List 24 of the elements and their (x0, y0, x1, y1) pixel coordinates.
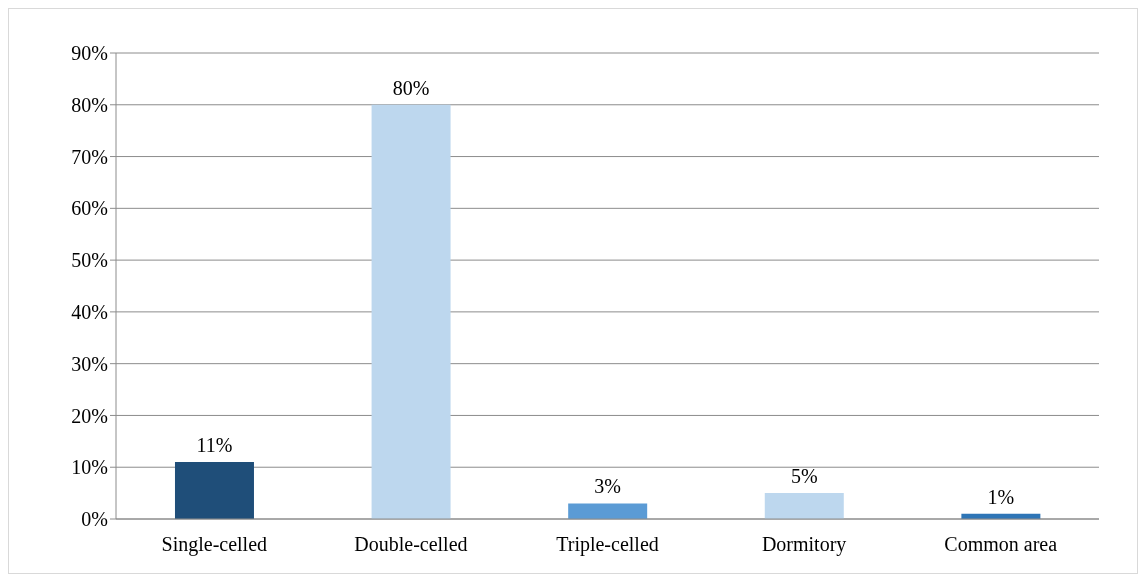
y-tick-label: 40% (71, 300, 108, 323)
y-tick-label: 80% (71, 93, 108, 116)
y-tick-label: 90% (71, 42, 108, 65)
x-tick-label: Triple-celled (556, 533, 659, 557)
x-tick-label: Common area (944, 533, 1058, 556)
y-tick-label: 30% (71, 352, 108, 375)
y-tick-label: 50% (71, 249, 108, 272)
x-tick-label: Single-celled (161, 533, 268, 557)
data-label: 11% (196, 434, 233, 457)
data-label: 3% (594, 475, 622, 498)
y-tick-label: 70% (71, 145, 108, 168)
y-tick-label: 20% (71, 404, 108, 427)
x-tick-label: Double-celled (354, 533, 468, 556)
x-tick-label: Dormitory (761, 533, 847, 557)
data-label: 5% (790, 465, 818, 488)
y-tick-label: 10% (71, 456, 108, 479)
bar (568, 503, 648, 519)
y-tick-label: 0% (81, 508, 108, 531)
bar (764, 493, 844, 519)
bar (371, 104, 451, 519)
data-label: 80% (392, 76, 430, 99)
data-label: 1% (987, 485, 1015, 508)
y-tick-label: 60% (71, 197, 108, 220)
bar (174, 462, 254, 519)
